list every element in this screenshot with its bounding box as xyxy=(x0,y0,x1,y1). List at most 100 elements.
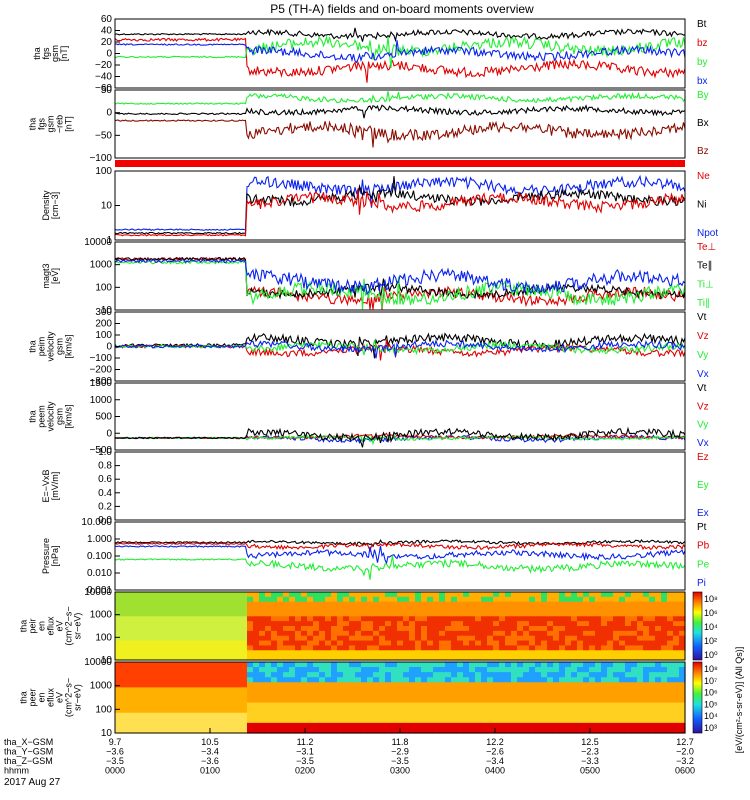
heatmap-cell xyxy=(547,697,554,704)
heatmap-cell xyxy=(571,672,578,678)
heatmap-cell xyxy=(331,687,338,694)
heatmap-cell xyxy=(205,682,212,688)
heatmap-cell xyxy=(457,687,464,694)
heatmap-cell xyxy=(211,707,218,714)
heatmap-cell xyxy=(415,707,422,714)
heatmap-cell xyxy=(391,722,398,729)
heatmap-cell xyxy=(301,677,308,683)
heatmap-cell xyxy=(151,616,158,622)
heatmap-cell xyxy=(625,606,632,613)
heatmap-cell xyxy=(163,677,170,683)
heatmap-cell xyxy=(421,712,428,719)
heatmap-cell xyxy=(193,672,200,678)
heatmap-cell xyxy=(667,702,674,709)
heatmap-cell xyxy=(679,707,686,714)
heatmap-cell xyxy=(577,697,584,704)
heatmap-cell xyxy=(193,616,200,622)
heatmap-cell xyxy=(463,662,470,668)
heatmap-cell xyxy=(397,621,404,627)
heatmap-cell xyxy=(325,596,332,603)
heatmap-cell xyxy=(523,630,530,637)
heatmap-cell xyxy=(283,662,290,668)
heatmap-cell xyxy=(181,621,188,627)
heatmap-cell xyxy=(391,596,398,603)
heatmap-cell xyxy=(211,616,218,622)
heatmap-cell xyxy=(361,630,368,637)
heatmap-cell xyxy=(181,702,188,709)
heatmap-cell xyxy=(283,677,290,683)
heatmap-cell xyxy=(523,697,530,704)
heatmap-cell xyxy=(151,592,158,598)
heatmap-cell xyxy=(637,672,644,678)
heatmap-cell xyxy=(331,667,338,673)
heatmap-cell xyxy=(517,635,524,642)
heatmap-cell xyxy=(523,717,530,724)
heatmap-cell xyxy=(649,611,656,617)
heatmap-cell xyxy=(295,601,302,608)
y-axis-label-line: tha xyxy=(19,620,29,633)
heatmap-cell xyxy=(337,662,344,668)
heatmap-cell xyxy=(271,606,278,613)
heatmap-cell xyxy=(439,611,446,617)
heatmap-cell xyxy=(673,630,680,637)
heatmap-cell xyxy=(145,626,152,632)
heatmap-cell xyxy=(601,626,608,632)
heatmap-cell xyxy=(385,630,392,637)
heatmap-cell xyxy=(625,650,632,656)
heatmap-cell xyxy=(379,626,386,632)
heatmap-cell xyxy=(655,707,662,714)
heatmap-cell xyxy=(337,626,344,632)
heatmap-cell xyxy=(199,687,206,694)
heatmap-cell xyxy=(583,601,590,608)
heatmap-cell xyxy=(385,616,392,622)
heatmap-cell xyxy=(655,616,662,622)
heatmap-cell xyxy=(169,672,176,678)
heatmap-cell xyxy=(643,717,650,724)
heatmap-cell xyxy=(205,592,212,598)
heatmap-cell xyxy=(589,677,596,683)
heatmap-cell xyxy=(613,640,620,647)
heatmap-cell xyxy=(565,672,572,678)
heatmap-cell xyxy=(247,727,254,734)
heatmap-cell xyxy=(349,616,356,622)
legend-Ez: Ez xyxy=(697,452,709,463)
heatmap-cell xyxy=(409,672,416,678)
heatmap-cell xyxy=(511,687,518,694)
heatmap-cell xyxy=(133,645,140,651)
heatmap-cell xyxy=(433,621,440,627)
heatmap-cell xyxy=(499,611,506,617)
heatmap-cell xyxy=(337,727,344,734)
heatmap-cell xyxy=(577,727,584,734)
heatmap-cell xyxy=(679,650,686,656)
heatmap-cell xyxy=(619,667,626,673)
heatmap-cell xyxy=(529,606,536,613)
heatmap-cell xyxy=(643,677,650,683)
heatmap-cell xyxy=(673,650,680,656)
heatmap-cell xyxy=(613,687,620,694)
heatmap-cell xyxy=(601,650,608,656)
heatmap-cell xyxy=(559,722,566,729)
heatmap-cell xyxy=(673,672,680,678)
heatmap-cell xyxy=(559,707,566,714)
heatmap-cell xyxy=(397,592,404,598)
heatmap-cell xyxy=(439,662,446,668)
heatmap-cell xyxy=(613,712,620,719)
heatmap-cell xyxy=(385,712,392,719)
heatmap-cell xyxy=(367,596,374,603)
heatmap-cell xyxy=(649,727,656,734)
heatmap-cell xyxy=(433,650,440,656)
heatmap-cell xyxy=(391,677,398,683)
heatmap-cell xyxy=(241,626,248,632)
heatmap-cell xyxy=(421,702,428,709)
heatmap-cell xyxy=(505,727,512,734)
heatmap-cell xyxy=(361,606,368,613)
heatmap-cell xyxy=(547,722,554,729)
heatmap-cell xyxy=(133,692,140,699)
heatmap-cell xyxy=(439,596,446,603)
heatmap-cell xyxy=(139,606,146,613)
heatmap-cell xyxy=(253,601,260,608)
heatmap-cell xyxy=(295,626,302,632)
heatmap-cell xyxy=(625,592,632,598)
heatmap-cell xyxy=(205,692,212,699)
heatmap-cell xyxy=(193,682,200,688)
